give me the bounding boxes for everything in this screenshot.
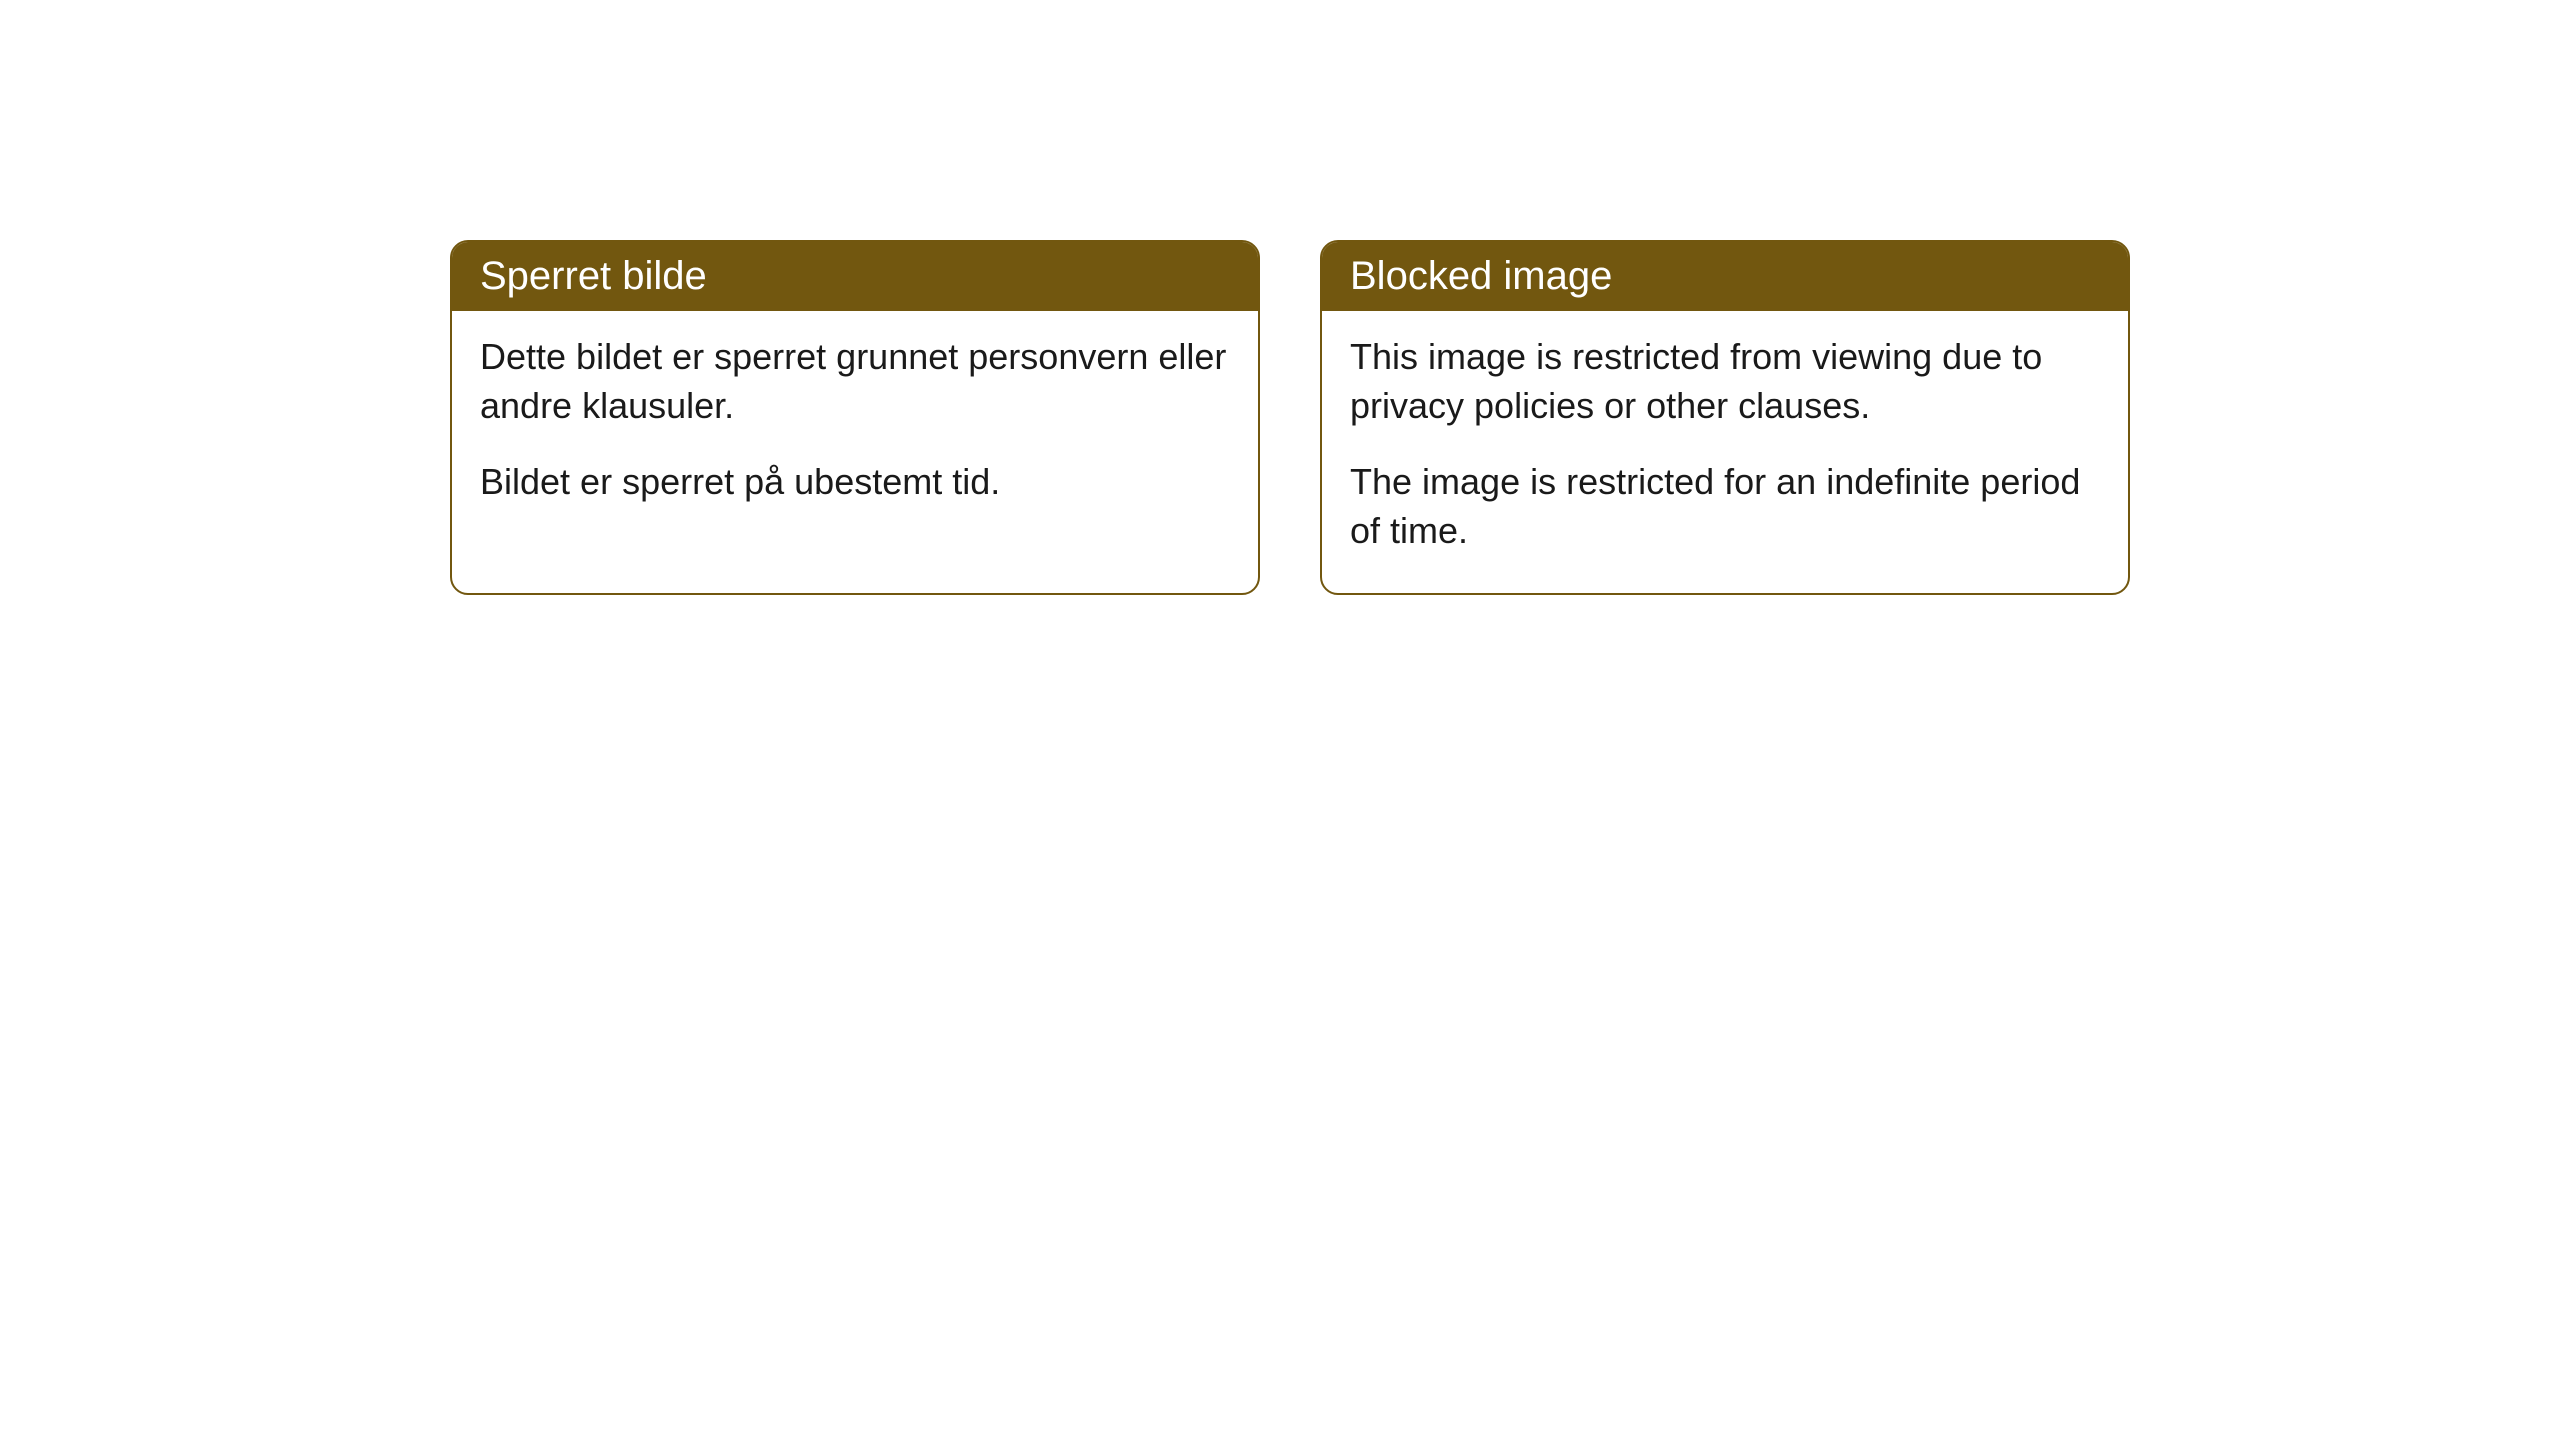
card-body-norwegian: Dette bildet er sperret grunnet personve…: [452, 311, 1258, 545]
card-english: Blocked image This image is restricted f…: [1320, 240, 2130, 595]
card-title-english: Blocked image: [1350, 254, 1612, 298]
card-text-english-2: The image is restricted for an indefinit…: [1350, 458, 2100, 555]
card-title-norwegian: Sperret bilde: [480, 254, 707, 298]
card-text-norwegian-2: Bildet er sperret på ubestemt tid.: [480, 458, 1230, 507]
card-text-english-1: This image is restricted from viewing du…: [1350, 333, 2100, 430]
card-header-norwegian: Sperret bilde: [452, 242, 1258, 311]
cards-container: Sperret bilde Dette bildet er sperret gr…: [450, 240, 2560, 595]
card-text-norwegian-1: Dette bildet er sperret grunnet personve…: [480, 333, 1230, 430]
card-header-english: Blocked image: [1322, 242, 2128, 311]
card-body-english: This image is restricted from viewing du…: [1322, 311, 2128, 593]
card-norwegian: Sperret bilde Dette bildet er sperret gr…: [450, 240, 1260, 595]
